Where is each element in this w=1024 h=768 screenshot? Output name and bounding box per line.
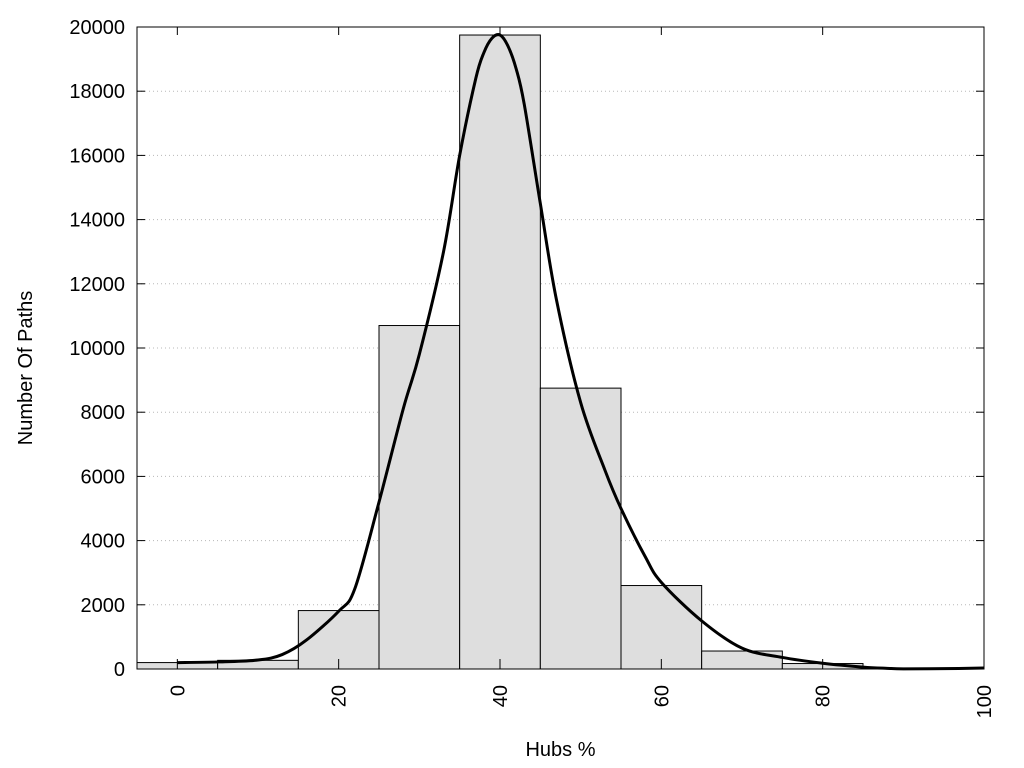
x-axis-label: Hubs % [525,739,595,761]
y-tick-label: 18000 [69,81,125,103]
x-axis-ticks: 0 20 40 60 80 100 [167,27,996,718]
x-tick-label: 0 [167,685,189,696]
density-curve [177,33,985,671]
x-tick-label: 20 [329,685,351,707]
y-tick-label: 16000 [69,145,125,167]
histogram-bar [701,650,783,670]
y-tick-label: 2000 [81,595,126,617]
histogram-bar [539,387,622,670]
x-tick-label: 100 [974,685,996,718]
histogram-bar [459,34,541,670]
y-tick-label: 10000 [69,338,125,360]
histogram-bars [136,34,985,670]
y-tick-label: 4000 [81,531,126,553]
y-tick-label: 14000 [69,210,125,232]
histogram-bar [620,585,703,670]
y-axis-label: Number Of Paths [15,291,37,446]
x-tick-label: 80 [813,685,835,707]
histogram-bar [378,325,461,670]
y-tick-label: 12000 [69,274,125,296]
y-axis-ticks: 0 2000 4000 6000 8000 10000 12000 14000 16000 180… [69,17,984,681]
y-tick-label: 6000 [81,466,126,488]
y-tick-label: 0 [114,659,125,681]
x-tick-label: 60 [651,685,673,707]
x-tick-label: 40 [490,685,512,707]
y-tick-label: 8000 [81,402,126,424]
y-tick-label: 20000 [69,17,125,39]
